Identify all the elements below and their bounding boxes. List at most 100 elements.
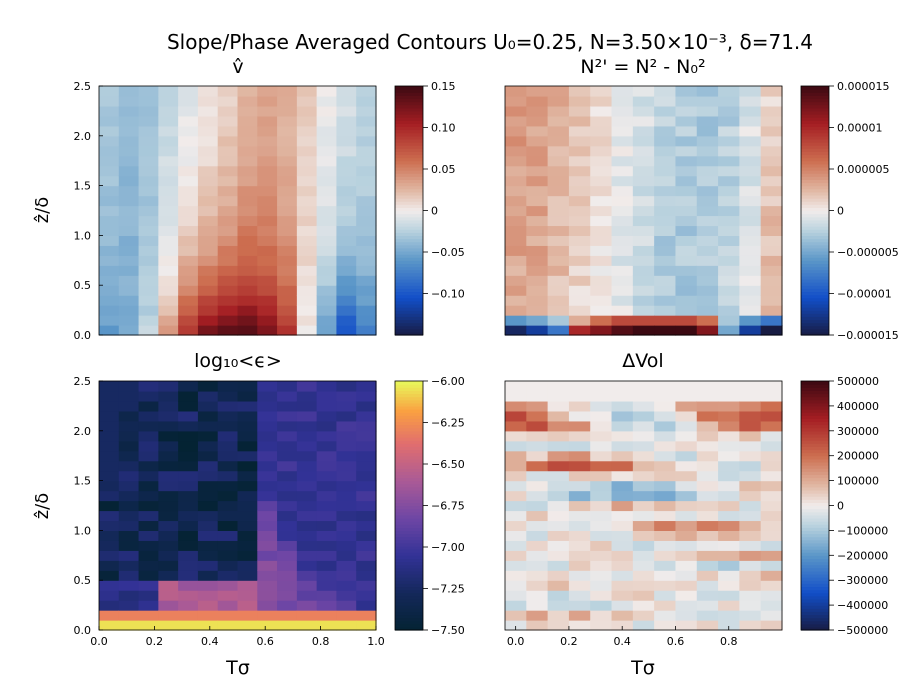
heatmap-cell — [296, 225, 318, 236]
colorbar-tick-label: −300000 — [837, 574, 888, 587]
colorbar-segment — [801, 558, 829, 563]
heatmap-cell — [568, 510, 591, 522]
colorbar-segment — [395, 564, 423, 569]
heatmap-cell — [526, 440, 549, 452]
heatmap-cell — [632, 285, 655, 296]
x-tick-label: 1.0 — [367, 635, 385, 648]
heatmap-cell — [590, 225, 613, 236]
heatmap-cell — [277, 430, 298, 442]
heatmap-cell — [590, 440, 613, 452]
heatmap-cell — [718, 165, 740, 177]
heatmap-cell — [158, 440, 179, 452]
heatmap-cell — [296, 325, 318, 336]
heatmap-cell — [178, 570, 199, 581]
heatmap-cell — [118, 165, 140, 177]
colorbar-segment — [801, 219, 829, 224]
colorbar-segment — [801, 399, 829, 404]
colorbar-segment — [395, 204, 423, 208]
heatmap-cell — [526, 165, 549, 177]
heatmap-cell — [696, 165, 719, 177]
heatmap-cell — [178, 530, 199, 541]
heatmap-cell — [760, 245, 783, 256]
heatmap-cell — [611, 155, 634, 167]
heatmap-cell — [675, 600, 698, 611]
colorbar-segment — [395, 86, 423, 90]
heatmap-cell — [336, 520, 357, 531]
y-tick-label: 1.0 — [74, 524, 92, 537]
heatmap-cell — [296, 450, 318, 462]
heatmap-cell — [336, 620, 357, 631]
heatmap-cell — [739, 590, 762, 601]
heatmap-cell — [217, 420, 239, 432]
heatmap-cell — [526, 610, 549, 621]
heatmap-cell — [675, 195, 698, 207]
colorbar-segment — [801, 98, 829, 103]
heatmap-cell — [257, 530, 278, 541]
heatmap-cell — [178, 390, 199, 402]
heatmap-cell — [632, 135, 655, 147]
heatmap-cell — [158, 305, 179, 316]
heatmap-cell — [568, 325, 591, 336]
heatmap-cell — [158, 225, 179, 236]
colorbar-segment — [801, 120, 829, 124]
colorbar-segment — [801, 151, 829, 156]
colorbar-segment — [801, 443, 829, 447]
heatmap-cell — [277, 570, 298, 581]
heatmap-cell — [178, 470, 199, 482]
heatmap-cell — [568, 440, 591, 452]
heatmap-cell — [654, 155, 677, 167]
heatmap-cell — [547, 560, 570, 571]
heatmap-cell — [654, 265, 677, 276]
heatmap-cell — [316, 135, 338, 147]
heatmap-cell — [356, 265, 377, 276]
heatmap-cell — [257, 165, 278, 177]
colorbar-segment — [395, 567, 423, 572]
heatmap-cell — [760, 215, 783, 227]
heatmap-cell — [547, 165, 570, 177]
heatmap-cell — [197, 600, 219, 611]
heatmap-cell — [590, 315, 613, 326]
heatmap-cell — [675, 430, 698, 442]
colorbar-segment — [801, 275, 829, 280]
colorbar-segment — [395, 188, 423, 193]
heatmap-cell — [217, 145, 239, 157]
heatmap-cell — [568, 225, 591, 236]
heatmap-cell — [197, 275, 219, 286]
heatmap-cell — [178, 285, 199, 296]
heatmap-cell — [632, 265, 655, 276]
colorbar-segment — [395, 176, 423, 180]
heatmap-cell — [590, 325, 613, 336]
heatmap-cell — [257, 185, 278, 197]
heatmap-cell — [197, 400, 219, 412]
colorbar-segment — [801, 542, 829, 547]
heatmap-cell — [336, 175, 357, 187]
heatmap-cell — [336, 420, 357, 432]
colorbar-segment — [395, 170, 423, 174]
heatmap-cell — [217, 510, 239, 522]
colorbar-segment — [801, 536, 829, 541]
colorbar-segment — [801, 384, 829, 388]
heatmap-cell — [675, 520, 698, 531]
heatmap-cell — [675, 175, 698, 187]
heatmap-cell — [237, 275, 258, 286]
heatmap-cell — [526, 590, 549, 601]
heatmap-cell — [118, 175, 140, 187]
heatmap-cell — [257, 155, 278, 167]
heatmap-cell — [277, 165, 298, 177]
heatmap-cell — [257, 420, 278, 432]
heatmap-cell — [316, 600, 338, 611]
heatmap-cell — [257, 450, 278, 462]
heatmap-cell — [696, 285, 719, 296]
heatmap-cell — [237, 315, 258, 326]
colorbar-segment — [801, 577, 829, 581]
heatmap-cell — [316, 215, 338, 227]
heatmap-cell — [505, 381, 527, 392]
colorbar-segment — [801, 530, 829, 535]
heatmap-cell — [118, 500, 140, 512]
heatmap-cell — [118, 610, 140, 621]
heatmap-cell — [217, 175, 239, 187]
heatmap-cell — [356, 255, 377, 266]
heatmap-cell — [526, 570, 549, 581]
heatmap-cell — [178, 175, 199, 187]
heatmap-cell — [568, 570, 591, 581]
